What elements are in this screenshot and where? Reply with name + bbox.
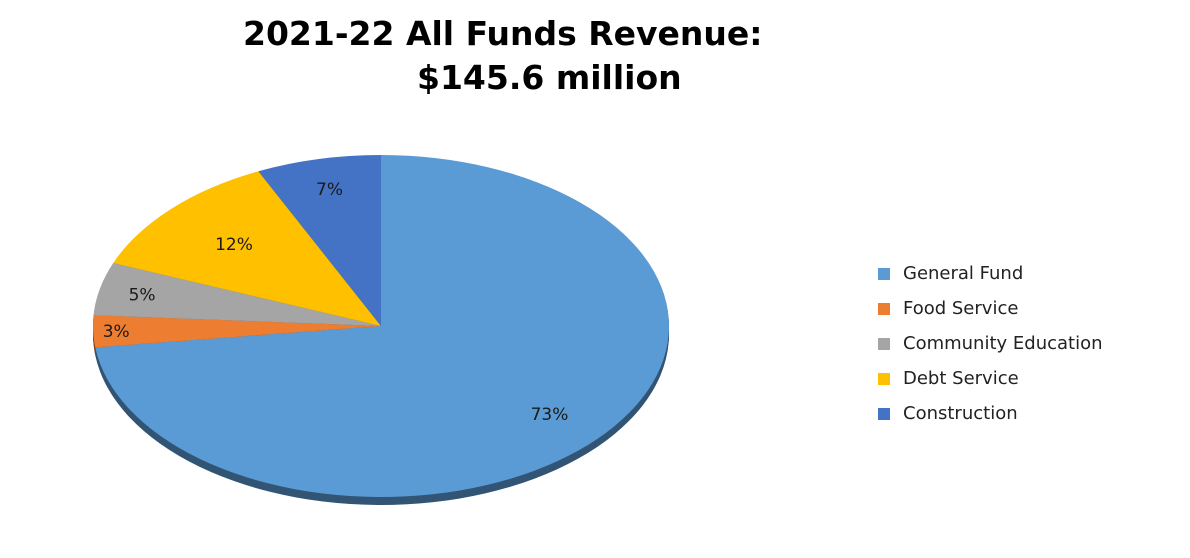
chart-subtitle: $145.6 million [417, 58, 682, 97]
pie-slice-debt-service [113, 171, 381, 326]
legend-swatch-food-service [878, 302, 890, 315]
legend-item-construction: Construction [878, 396, 1103, 431]
pie-slice-community-education [93, 263, 381, 326]
legend-label-food-service: Food Service [903, 298, 1019, 319]
legend: General Fund Food Service Community Educat… [878, 256, 1103, 431]
pie-slice-general-fund [95, 155, 669, 498]
legend-label-general-fund: General Fund [903, 263, 1024, 284]
chart-title: 2021-22 All Funds Revenue: [243, 14, 763, 53]
legend-label-construction: Construction [903, 403, 1018, 424]
legend-swatch-construction [878, 407, 890, 420]
pie-label-community-education: 5% [129, 285, 156, 305]
legend-label-community-education: Community Education [903, 333, 1103, 354]
pie-slice-construction [258, 155, 381, 326]
legend-swatch-community-education [878, 337, 890, 350]
legend-item-general-fund: General Fund [878, 256, 1103, 291]
pie-label-debt-service: 12% [215, 235, 253, 255]
pie-slice-food-service [93, 315, 381, 348]
legend-swatch-debt-service [878, 372, 890, 385]
legend-item-community-education: Community Education [878, 326, 1103, 361]
legend-label-debt-service: Debt Service [903, 368, 1019, 389]
legend-item-debt-service: Debt Service [878, 361, 1103, 396]
pie-label-construction: 7% [316, 180, 343, 200]
pie-label-food-service: 3% [103, 322, 130, 342]
legend-item-food-service: Food Service [878, 291, 1103, 326]
pie-labels: 73% 3% 5% 12% 7% [103, 180, 569, 425]
legend-swatch-general-fund [878, 267, 890, 280]
pie-label-general-fund: 73% [531, 405, 569, 425]
pie-slices [93, 155, 669, 498]
